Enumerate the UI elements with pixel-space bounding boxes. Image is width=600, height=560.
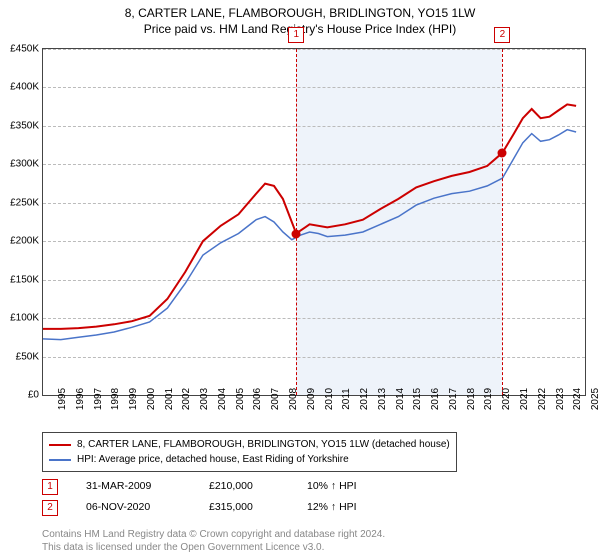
legend-label: HPI: Average price, detached house, East… — [77, 452, 349, 467]
marker-line — [296, 49, 297, 395]
footer-line2: This data is licensed under the Open Gov… — [42, 541, 385, 554]
legend-row: HPI: Average price, detached house, East… — [49, 452, 450, 467]
y-axis-label: £350K — [10, 120, 39, 131]
sales-date: 06-NOV-2020 — [86, 497, 181, 518]
sales-marker-num: 1 — [42, 479, 58, 495]
legend-label: 8, CARTER LANE, FLAMBOROUGH, BRIDLINGTON… — [77, 437, 450, 452]
plot-area: £0£50K£100K£150K£200K£250K£300K£350K£400… — [42, 48, 586, 396]
series-hpi — [43, 130, 576, 340]
sales-premium: 10% ↑ HPI — [307, 476, 397, 497]
sales-row: 2 06-NOV-2020 £315,000 12% ↑ HPI — [42, 497, 397, 518]
chart-container: 8, CARTER LANE, FLAMBOROUGH, BRIDLINGTON… — [0, 0, 600, 560]
y-axis-label: £450K — [10, 44, 39, 55]
marker-line — [502, 49, 503, 395]
marker-box: 1 — [288, 27, 304, 43]
legend-box: 8, CARTER LANE, FLAMBOROUGH, BRIDLINGTON… — [42, 432, 457, 472]
y-axis-label: £300K — [10, 159, 39, 170]
marker-dot — [498, 148, 507, 157]
series-property — [43, 104, 576, 329]
y-axis-label: £50K — [16, 351, 39, 362]
y-axis-label: £100K — [10, 313, 39, 324]
series-svg — [43, 49, 585, 395]
y-axis-label: £400K — [10, 82, 39, 93]
sales-price: £315,000 — [209, 497, 279, 518]
legend-swatch — [49, 459, 71, 461]
marker-box: 2 — [494, 27, 510, 43]
y-axis-label: £0 — [28, 390, 39, 401]
legend-row: 8, CARTER LANE, FLAMBOROUGH, BRIDLINGTON… — [49, 437, 450, 452]
sales-table: 1 31-MAR-2009 £210,000 10% ↑ HPI 2 06-NOV-202… — [42, 476, 397, 518]
sales-marker-num: 2 — [42, 500, 58, 516]
legend-swatch — [49, 444, 71, 446]
sales-date: 31-MAR-2009 — [86, 476, 181, 497]
sales-row: 1 31-MAR-2009 £210,000 10% ↑ HPI — [42, 476, 397, 497]
chart-title-line1: 8, CARTER LANE, FLAMBOROUGH, BRIDLINGTON… — [0, 0, 600, 22]
sales-price: £210,000 — [209, 476, 279, 497]
marker-dot — [292, 229, 301, 238]
y-axis-label: £200K — [10, 236, 39, 247]
footer-attribution: Contains HM Land Registry data © Crown c… — [42, 528, 385, 554]
footer-line1: Contains HM Land Registry data © Crown c… — [42, 528, 385, 541]
sales-premium: 12% ↑ HPI — [307, 497, 397, 518]
y-axis-label: £250K — [10, 197, 39, 208]
y-axis-label: £150K — [10, 274, 39, 285]
